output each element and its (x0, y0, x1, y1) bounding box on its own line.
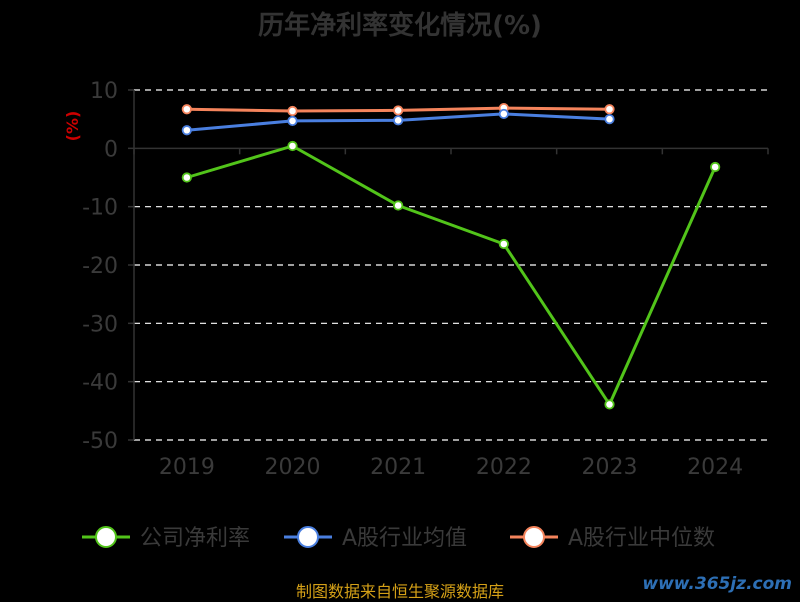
series-group (181, 102, 721, 410)
x-tick-label: 2022 (476, 455, 532, 480)
data-point (393, 115, 404, 126)
x-tick-label: 2020 (265, 455, 321, 480)
legend-label-1: A股行业均值 (342, 526, 467, 551)
data-point (604, 399, 615, 410)
y-tick-labels: 10 0 -10 -20 -30 -40 -50 (82, 79, 118, 454)
chart-title: 历年净利率变化情况(%) (258, 10, 542, 41)
legend-marker-2 (523, 526, 545, 548)
y-tick-label: -40 (82, 371, 118, 396)
data-source-note: 制图数据来自恒生聚源数据库 (295, 582, 504, 601)
data-point (181, 125, 192, 136)
watermark: www.365jz.com (642, 574, 792, 594)
legend-label-2: A股行业中位数 (568, 526, 715, 551)
y-tick-label: -50 (82, 429, 118, 454)
data-point (710, 161, 721, 173)
grid-lines (134, 89, 768, 441)
data-point (604, 114, 615, 125)
data-point (498, 238, 509, 250)
y-tick-label: 0 (104, 137, 118, 162)
axes (128, 89, 769, 441)
x-tick-label: 2024 (687, 455, 743, 480)
data-point (287, 115, 298, 127)
data-point (393, 200, 404, 211)
data-point (287, 105, 298, 117)
x-tick-labels: 2019 2020 2021 2022 2023 2024 (159, 455, 743, 480)
x-tick-label: 2023 (582, 455, 638, 480)
y-tick-label: -30 (82, 312, 118, 337)
legend: 公司净利率 A股行业均值 A股行业中位数 (82, 526, 715, 551)
data-point (498, 108, 509, 120)
y-axis-label: (%) (63, 111, 82, 142)
data-point (393, 105, 404, 116)
data-point (287, 140, 298, 152)
x-tick-label: 2019 (159, 455, 215, 480)
data-point (604, 104, 615, 115)
legend-label-0: 公司净利率 (140, 526, 250, 551)
y-tick-label: -20 (82, 254, 118, 279)
legend-marker-0 (95, 526, 117, 548)
legend-marker-1 (297, 526, 319, 548)
series-line-0 (186, 144, 717, 406)
x-tick-label: 2021 (370, 455, 426, 480)
y-tick-label: 10 (90, 79, 118, 104)
y-tick-label: -10 (82, 196, 118, 221)
data-point (181, 104, 192, 115)
data-point (181, 172, 192, 183)
